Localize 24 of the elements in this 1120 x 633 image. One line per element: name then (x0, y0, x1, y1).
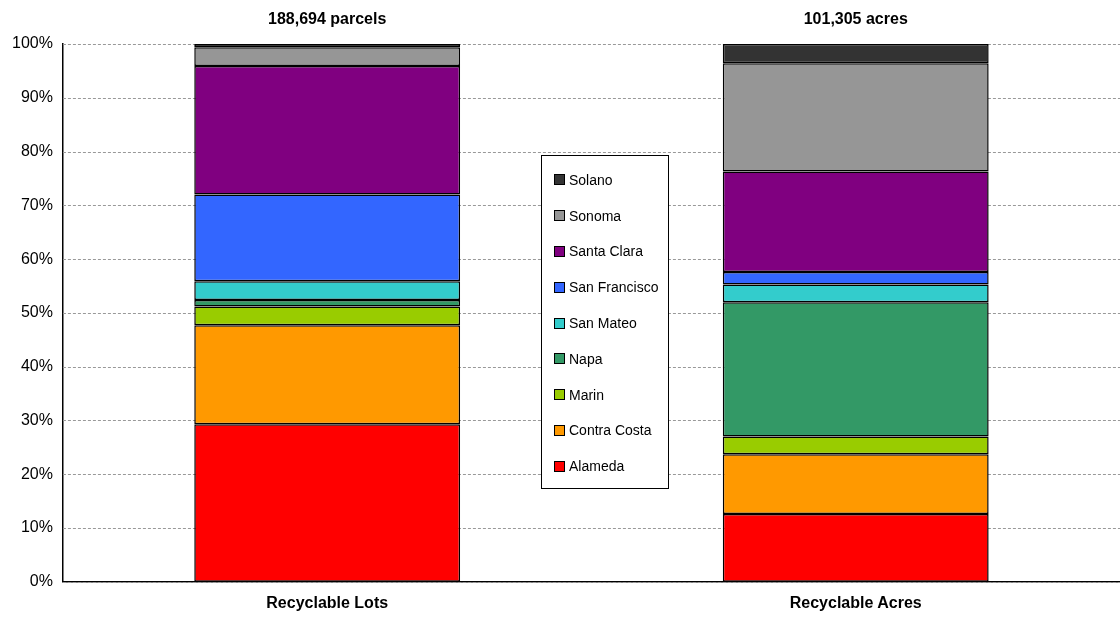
legend-label: Contra Costa (569, 422, 652, 439)
legend-label: Santa Clara (569, 243, 643, 260)
y-tick-label: 40% (20, 357, 53, 375)
y-tick-label: 50% (20, 303, 53, 321)
annotation: 101,305 acres (803, 10, 908, 28)
y-tick-label: 0% (29, 572, 53, 590)
legend-label: Alameda (569, 458, 625, 475)
y-tick-label: 10% (20, 518, 53, 536)
y-tick-label: 90% (20, 88, 53, 106)
legend-label: San Mateo (569, 315, 637, 332)
y-tick-label: 30% (20, 410, 53, 428)
x-tick-label: Recyclable Lots (266, 593, 389, 611)
y-tick-label: 60% (20, 249, 53, 267)
x-tick-label: Recyclable Acres (789, 593, 922, 611)
legend-label: San Francisco (569, 279, 659, 296)
y-tick-label: 20% (20, 464, 53, 482)
y-tick-label: 100% (12, 34, 53, 52)
annotation: 188,694 parcels (268, 10, 387, 28)
legend-label: Sonoma (569, 207, 622, 224)
legend-label: Marin (569, 386, 605, 403)
legend-label: Solano (569, 171, 613, 188)
y-tick-label: 70% (20, 195, 53, 213)
legend-label: Napa (569, 350, 603, 367)
y-tick-label: 80% (20, 141, 53, 159)
